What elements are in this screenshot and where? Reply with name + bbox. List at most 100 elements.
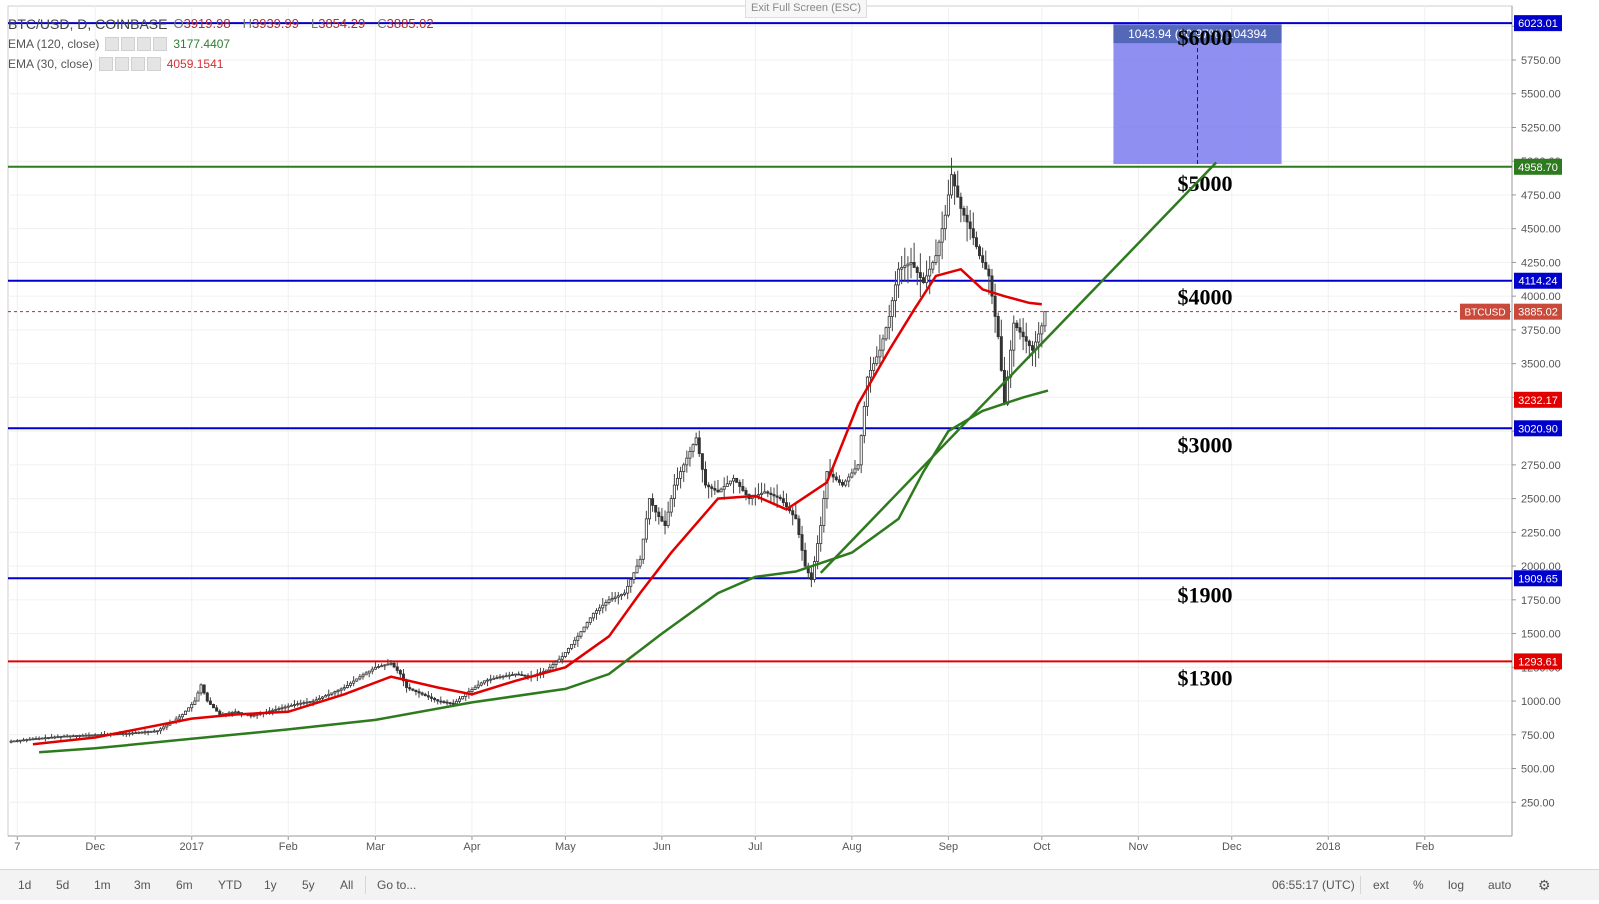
plus-icon[interactable]	[130, 57, 145, 71]
candle-down	[781, 498, 785, 504]
candle-up	[925, 275, 929, 284]
study-ema30: EMA (30, close) 4059.1541	[8, 54, 446, 74]
candle-up	[159, 728, 163, 732]
candle-up	[822, 498, 826, 526]
study-ema120-buttons[interactable]	[105, 37, 168, 51]
x-tick-label: 7	[14, 841, 20, 853]
candle-up	[473, 686, 477, 690]
candle-up	[887, 316, 891, 329]
candle-down	[987, 268, 991, 277]
close-icon[interactable]	[146, 57, 161, 71]
candle-up	[946, 194, 950, 216]
candle-up	[311, 700, 315, 703]
candle-up	[280, 707, 284, 710]
candle-down	[959, 196, 963, 209]
candle-down	[713, 488, 717, 491]
candle-down	[984, 262, 988, 270]
x-tick-label: Nov	[1129, 841, 1149, 853]
plus-icon[interactable]	[137, 37, 152, 51]
candle-down	[700, 453, 704, 470]
candle-up	[872, 363, 876, 371]
candle-up	[305, 701, 309, 704]
candle-up	[719, 488, 723, 493]
candle-up	[317, 697, 321, 701]
symbol-tag	[1460, 303, 1510, 320]
candle-up	[286, 705, 290, 708]
exit-fullscreen-button[interactable]: Exit Full Screen (ESC)	[745, 0, 867, 18]
candle-down	[520, 674, 524, 676]
range-1d-button[interactable]: 1d	[18, 878, 32, 892]
x-tick-label: Apr	[463, 841, 480, 853]
candle-up	[75, 735, 78, 737]
y-tick-label: 5500.00	[1521, 89, 1561, 101]
x-tick-label: Sep	[939, 841, 959, 853]
candle-down	[965, 214, 969, 223]
candle-up	[321, 696, 324, 699]
candle-up	[308, 701, 312, 703]
ema120-line[interactable]	[39, 389, 1049, 754]
study-ema120-name[interactable]: EMA (120, close)	[8, 37, 100, 51]
x-tick-label: 2017	[179, 841, 203, 853]
candle-down	[996, 316, 1000, 338]
candle-up	[853, 468, 857, 474]
candle-down	[962, 208, 966, 216]
gear-icon[interactable]	[121, 37, 136, 51]
candle-up	[510, 674, 514, 676]
candle-up	[943, 214, 947, 230]
eye-icon[interactable]	[98, 57, 113, 71]
auto-button[interactable]: auto	[1488, 878, 1512, 892]
symbol-title[interactable]: BTC/USD, D, COINBASE	[8, 16, 168, 32]
candle-up	[760, 492, 764, 495]
x-tick-label: Aug	[842, 841, 862, 853]
range-5y-button[interactable]: 5y	[302, 878, 315, 892]
candle-up	[373, 666, 377, 670]
ema-price-tag	[1514, 391, 1562, 408]
range-5d-button[interactable]: 5d	[56, 878, 70, 892]
candle-up	[560, 656, 564, 660]
candle-down	[707, 484, 711, 488]
goto-button[interactable]: Go to...	[377, 878, 417, 892]
candle-down	[741, 486, 745, 491]
candle-up	[732, 477, 736, 482]
ema30-line[interactable]	[32, 267, 1042, 746]
candle-up	[844, 480, 848, 486]
candle-up	[380, 665, 384, 668]
range-3m-button[interactable]: 3m	[134, 878, 151, 892]
candle-down	[704, 468, 707, 486]
candle-down	[735, 477, 739, 483]
candle-down	[697, 437, 701, 455]
candle-up	[165, 724, 169, 728]
y-tick-label: 2250.00	[1521, 527, 1561, 539]
y-tick-label: 2750.00	[1521, 460, 1561, 472]
percent-button[interactable]: %	[1413, 878, 1424, 892]
level-price-label: 3020.90	[1518, 423, 1558, 435]
candle-up	[679, 471, 683, 479]
candle-up	[900, 267, 904, 270]
study-ema30-name[interactable]: EMA (30, close)	[8, 57, 93, 71]
toolbar-divider	[1360, 876, 1361, 894]
study-ema120-value: 3177.4407	[173, 37, 231, 51]
candle-down	[912, 262, 916, 268]
range-6m-button[interactable]: 6m	[176, 878, 193, 892]
ext-button[interactable]: ext	[1373, 878, 1390, 892]
candle-up	[878, 349, 882, 358]
candle-up	[18, 739, 22, 742]
candle-down	[445, 701, 449, 704]
candle-up	[336, 689, 340, 692]
gear-icon[interactable]	[114, 57, 129, 71]
log-button[interactable]: log	[1448, 878, 1465, 892]
range-1y-button[interactable]: 1y	[264, 878, 277, 892]
study-ema30-buttons[interactable]	[98, 57, 161, 71]
trendline[interactable]	[819, 161, 1218, 574]
range-ytd-button[interactable]: YTD	[218, 878, 242, 892]
settings-gear-icon[interactable]: ⚙	[1538, 877, 1551, 893]
range-1m-button[interactable]: 1m	[94, 878, 111, 892]
eye-icon[interactable]	[105, 37, 120, 51]
candle-up	[629, 579, 633, 587]
candle-up	[184, 710, 187, 715]
close-icon[interactable]	[153, 37, 168, 51]
range-all-button[interactable]: All	[340, 878, 354, 892]
study-ema120: EMA (120, close) 3177.4407	[8, 34, 446, 54]
